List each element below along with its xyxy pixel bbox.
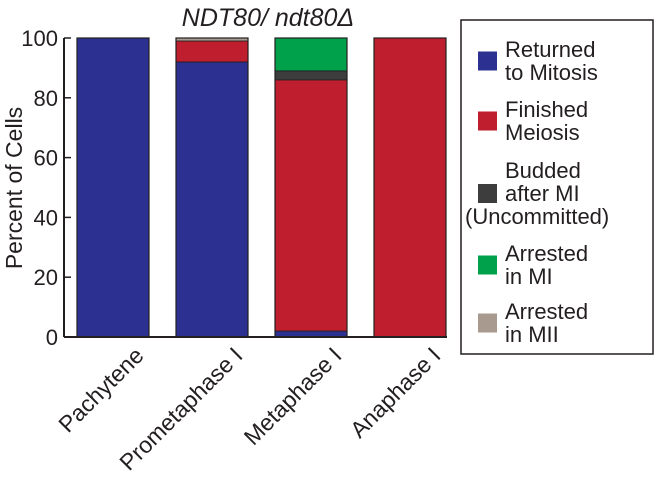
x-tick-label: Pachytene [53, 342, 148, 437]
legend-label: in MI [505, 264, 553, 289]
legend-label: Budded [505, 158, 581, 183]
legend-swatch [478, 255, 497, 275]
legend-label: to Mitosis [505, 60, 598, 85]
y-tick-label: 0 [46, 325, 58, 350]
y-tick-label: 60 [34, 146, 58, 171]
y-tick-label: 40 [34, 205, 58, 230]
chart-title: NDT80/ ndt80Δ [182, 4, 354, 32]
x-tick-label: Metaphase I [239, 342, 347, 450]
legend-label: Meiosis [505, 120, 580, 145]
legend-label: Arrested [505, 241, 588, 266]
bar-segment [175, 61, 249, 338]
legend-swatch [478, 111, 497, 131]
y-axis-label: Percent of Cells [1, 107, 27, 269]
x-tick-label: Anaphase I [345, 342, 446, 443]
bar-segment [274, 37, 348, 72]
legend-label: Returned [505, 37, 596, 62]
bar-segment [76, 37, 150, 338]
bar-segment [175, 40, 249, 63]
legend-swatch [478, 313, 497, 333]
plot-area [76, 37, 447, 338]
bar-segment [274, 79, 348, 332]
legend-label: Finished [505, 97, 588, 122]
y-tick-label: 20 [34, 265, 58, 290]
bar-segment [373, 37, 447, 338]
legend-label: Arrested [505, 299, 588, 324]
bar-segment [274, 70, 348, 81]
legend-label: in MII [505, 322, 559, 347]
y-axis-ticks: 0 20 40 60 80 100 [21, 26, 71, 350]
y-tick-label: 80 [34, 86, 58, 111]
legend-label: after MI [505, 181, 580, 206]
legend-swatch [478, 51, 497, 71]
legend-label: (Uncommitted) [465, 204, 609, 229]
legend-swatch [478, 184, 497, 203]
y-tick-label: 100 [21, 26, 58, 51]
